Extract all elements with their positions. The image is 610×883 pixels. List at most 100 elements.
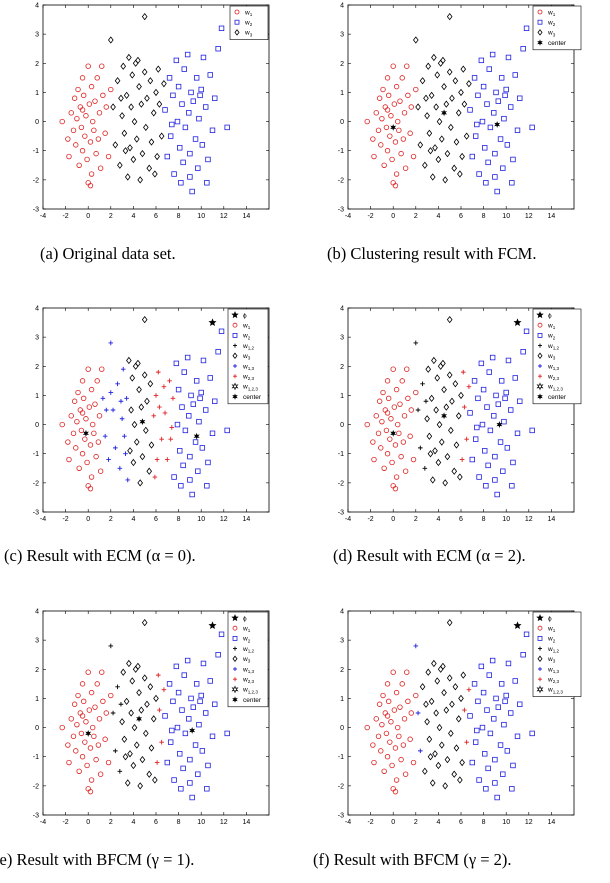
data-point-w2 xyxy=(174,421,181,428)
data-point-w2 xyxy=(491,413,497,419)
x-tick-label: -2 xyxy=(367,213,373,220)
y-tick-label: -1 xyxy=(338,451,344,458)
data-point-w3 xyxy=(460,369,466,375)
data-point-w2 xyxy=(492,477,498,483)
legend-label: w2 xyxy=(242,333,251,341)
legend-marker xyxy=(536,311,544,319)
data-point-w1 xyxy=(373,413,379,419)
x-tick-label: 8 xyxy=(177,213,181,220)
data-point-w3 xyxy=(154,152,160,161)
data-point-w2 xyxy=(500,165,506,171)
data-point-w1 xyxy=(381,162,387,168)
data-point-w3 xyxy=(438,135,445,143)
data-point-w3 xyxy=(119,718,125,726)
data-point-w3 xyxy=(124,779,131,787)
data-point-w3 xyxy=(444,452,451,461)
data-point-w1 xyxy=(388,113,394,119)
data-point-w3 xyxy=(440,56,446,65)
data-point-w3 xyxy=(415,407,421,413)
legend-label: w2 xyxy=(244,20,253,28)
data-point-w2 xyxy=(204,180,210,186)
data-point-w3 xyxy=(141,619,148,627)
data-point-w2 xyxy=(215,46,221,52)
data-point-w3 xyxy=(432,447,438,455)
data-point-w1 xyxy=(391,101,398,107)
data-point-w1 xyxy=(76,768,82,774)
data-point-w2 xyxy=(199,748,206,754)
data-point-w3 xyxy=(107,36,114,44)
data-point-w2 xyxy=(498,681,505,687)
data-point-w1 xyxy=(87,442,94,448)
data-point-w2 xyxy=(199,445,206,451)
caption-a: (a) Original data set. xyxy=(40,244,176,263)
data-point-w2 xyxy=(503,389,509,396)
legend-marker xyxy=(538,374,542,379)
y-tick-label: -2 xyxy=(33,480,39,487)
data-point-w1 xyxy=(389,156,395,163)
data-point-w1 xyxy=(393,386,400,393)
data-point-w1 xyxy=(413,692,419,699)
data-point-w3 xyxy=(442,782,448,790)
legend-marker xyxy=(232,332,238,338)
data-point-w2 xyxy=(492,780,498,786)
data-point-w1 xyxy=(399,378,405,384)
legend-label: w1 xyxy=(547,626,556,634)
data-point-w2 xyxy=(509,786,515,792)
data-point-w2 xyxy=(510,156,516,163)
data-point-w1 xyxy=(76,162,82,168)
data-point-w2 xyxy=(182,427,189,434)
x-tick-label: -2 xyxy=(62,213,68,220)
data-point-w1 xyxy=(371,759,377,766)
data-point-w3 xyxy=(144,397,150,405)
x-tick-label: 10 xyxy=(197,819,205,826)
data-point-w2 xyxy=(205,762,211,769)
chart-d: -4 -2 0 2 4 6 8 10 12 14-3-2-101234ϕw1w2w1,2w3w1,… xyxy=(338,306,582,523)
x-tick-label: 10 xyxy=(197,213,205,220)
x-tick-label: 6 xyxy=(154,516,158,523)
data-point-w1 xyxy=(103,710,109,716)
data-point-w1 xyxy=(74,418,80,425)
data-point-w1 xyxy=(88,689,95,696)
data-point-w1 xyxy=(408,104,414,110)
data-point-w2 xyxy=(224,730,230,737)
data-point-w2 xyxy=(510,459,516,466)
data-point-w2 xyxy=(493,392,499,399)
data-point-w3 xyxy=(131,723,138,732)
data-point-w2 xyxy=(483,483,489,489)
data-point-w2 xyxy=(512,375,518,381)
data-point-w3 xyxy=(452,683,459,691)
data-point-w3 xyxy=(135,56,141,65)
x-tick-label: -4 xyxy=(40,819,46,826)
data-point-w1 xyxy=(389,459,395,466)
x-tick-label: 4 xyxy=(131,213,135,220)
data-point-w2 xyxy=(480,83,487,90)
data-point-w3 xyxy=(435,458,442,467)
data-point-w2 xyxy=(476,474,482,480)
data-point-w2 xyxy=(179,404,185,410)
data-point-w2 xyxy=(207,678,213,684)
data-point-w3 xyxy=(448,426,454,435)
data-point-w1 xyxy=(376,95,383,101)
data-point-w3 xyxy=(427,147,434,155)
data-point-w1 xyxy=(402,771,409,777)
x-tick-label: 14 xyxy=(548,819,556,826)
data-point-w1 xyxy=(83,416,89,422)
data-point-w3 xyxy=(429,173,436,181)
data-point-w2 xyxy=(224,427,230,434)
legend-marker xyxy=(232,655,238,663)
data-point-w3 xyxy=(153,88,159,97)
data-point-w3 xyxy=(144,94,150,102)
data-point-w2 xyxy=(162,107,168,113)
data-point-w2 xyxy=(197,395,203,402)
legend-marker xyxy=(536,382,544,391)
panel-b: -4 -2 0 2 4 6 8 10 12 14 -3 -2 -1 0 1 2 3 4 w1 w2 w3 center (… xyxy=(305,0,610,280)
data-point-w2 xyxy=(195,468,201,474)
data-point-w1 xyxy=(379,115,385,122)
data-point-w2 xyxy=(479,724,486,731)
data-point-w3 xyxy=(415,710,421,716)
data-point-w1 xyxy=(97,165,104,171)
data-point-w2 xyxy=(498,378,505,384)
data-point-w1 xyxy=(71,701,78,707)
data-point-w2 xyxy=(167,133,174,139)
legend-marker xyxy=(232,625,238,631)
